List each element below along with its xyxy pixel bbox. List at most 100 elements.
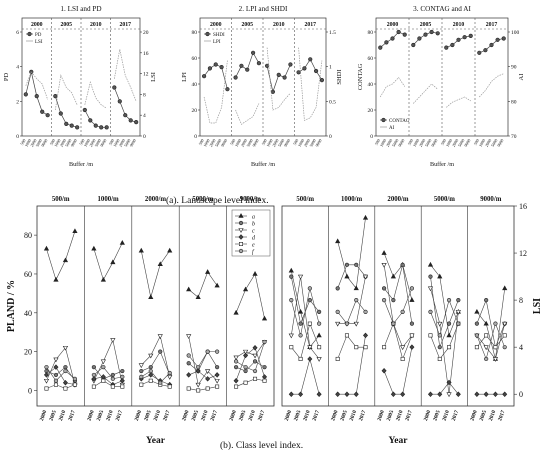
- year-tick-label: 2010: [248, 409, 257, 421]
- data-point: [120, 368, 125, 374]
- year-tick-label: 2000: [181, 409, 190, 421]
- x-tick-label: 9000: [40, 138, 49, 148]
- series-LSI: [25, 49, 137, 111]
- data-point: [167, 370, 172, 376]
- data-point: [483, 320, 489, 326]
- series-line: [141, 374, 170, 385]
- year-tick-label: 2010: [105, 409, 114, 421]
- x-tick-label: 2000: [303, 138, 312, 148]
- data-point: [148, 378, 153, 383]
- series-line: [430, 323, 459, 360]
- data-point: [88, 118, 93, 123]
- data-point: [110, 384, 115, 389]
- data-point: [437, 321, 443, 327]
- data-point: [167, 375, 173, 380]
- data-point: [307, 286, 312, 291]
- legend-label: LSI: [35, 40, 43, 45]
- data-point: [435, 31, 440, 36]
- data-point: [477, 50, 482, 55]
- series-line: [446, 96, 471, 108]
- data-point: [483, 391, 489, 397]
- data-point: [205, 376, 211, 382]
- data-point: [381, 298, 387, 303]
- data-point: [157, 261, 163, 267]
- data-point: [344, 321, 350, 326]
- data-point: [411, 42, 416, 48]
- legend-label: e: [252, 243, 255, 249]
- data-point: [250, 50, 256, 55]
- series-line: [291, 322, 320, 360]
- year-tick-label: 2000: [86, 409, 95, 421]
- right-tick-label: 80: [511, 99, 517, 105]
- data-point: [101, 378, 106, 383]
- y-tick-label: 20: [24, 348, 32, 357]
- series-line: [235, 103, 260, 125]
- data-point: [502, 333, 507, 338]
- data-point: [335, 391, 341, 397]
- series-line: [235, 378, 265, 387]
- right-axis-label: LSI: [150, 72, 157, 82]
- series-line: [430, 264, 459, 337]
- year-tick-label: 2005: [96, 409, 105, 421]
- x-tick-label: 5000: [391, 138, 400, 148]
- data-point: [253, 376, 258, 381]
- x-axis-label: Year: [389, 436, 409, 446]
- data-point: [62, 379, 68, 386]
- left-axis-label: CONTAG: [357, 63, 364, 90]
- x-tick-label: 9000: [397, 138, 406, 148]
- series-SHDI: [201, 50, 325, 94]
- data-point: [91, 365, 96, 370]
- year-tick-label: 2017: [451, 409, 460, 421]
- data-point: [53, 276, 59, 282]
- year-tick-label: 2005: [49, 409, 58, 421]
- data-point: [335, 286, 340, 291]
- left-tick-label: 60: [192, 56, 198, 62]
- data-point: [43, 372, 49, 378]
- data-point: [34, 94, 39, 99]
- data-point: [93, 123, 98, 128]
- data-point: [148, 294, 154, 300]
- left-tick-label: 40: [368, 82, 374, 88]
- year-tick-label: 2005: [386, 409, 395, 421]
- x-tick-label: 500: [440, 138, 447, 146]
- data-point: [390, 36, 395, 41]
- group-label: 9000/m: [240, 196, 261, 203]
- right-tick-label: 0: [143, 134, 146, 140]
- data-point: [423, 32, 428, 37]
- data-point: [63, 386, 68, 391]
- y-tick-label: 80: [24, 231, 32, 240]
- plot-frame: [281, 205, 515, 407]
- data-point: [262, 378, 267, 383]
- x-tick-label: 1000: [202, 138, 211, 148]
- data-point: [502, 391, 508, 397]
- data-point: [400, 309, 405, 314]
- left-tick-label: 6: [16, 30, 19, 36]
- data-point: [493, 321, 498, 326]
- group-label: 2010: [453, 22, 465, 28]
- x-tick-label: 9000: [430, 138, 439, 148]
- group-label: 2000: [387, 22, 399, 28]
- data-point: [233, 365, 239, 370]
- x-tick-label: 500: [78, 138, 85, 146]
- x-tick-label: 1000: [234, 138, 243, 148]
- data-point: [484, 298, 489, 303]
- series-line: [383, 264, 413, 324]
- data-point: [101, 365, 106, 370]
- data-point: [91, 384, 96, 389]
- series-f: [289, 286, 507, 362]
- data-point: [262, 365, 267, 370]
- year-tick-label: 2017: [257, 409, 266, 421]
- year-tick-label: 2010: [200, 409, 209, 421]
- top-panel-3: 3. CONTAG and AI 2000 2005 2010 2017 0 20 40 60 8…: [357, 5, 525, 168]
- legend-label: AI: [389, 126, 395, 131]
- series-line: [141, 335, 171, 377]
- year-tick-label: 2017: [162, 409, 171, 421]
- data-point: [128, 118, 133, 123]
- lsi-axis-label: LSI: [532, 298, 543, 314]
- data-point: [139, 382, 144, 387]
- data-point: [437, 333, 442, 338]
- y-tick-label: 4: [519, 343, 523, 352]
- top-panel-title: 2. LPI and SHDI: [239, 5, 288, 13]
- series-line: [413, 83, 438, 104]
